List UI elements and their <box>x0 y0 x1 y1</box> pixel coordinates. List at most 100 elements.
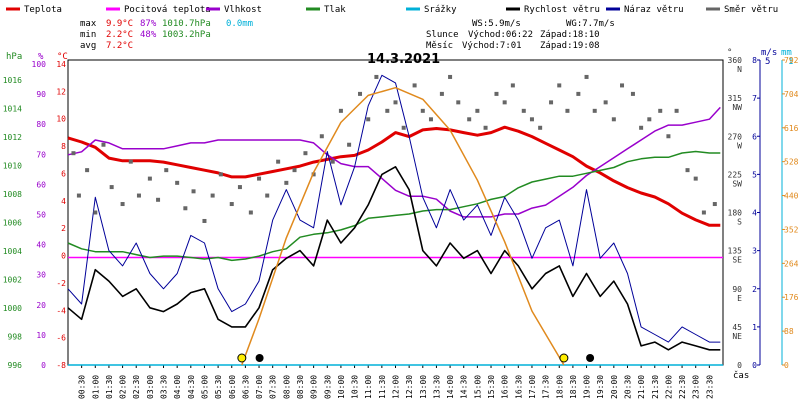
time-tick-label: 19:00 <box>583 375 592 399</box>
time-tick-label: 17:30 <box>542 375 551 399</box>
stats-block: max 9.9°C 87% 1010.7hPa 0.0mm min 2.2°C … <box>80 19 253 51</box>
direction-name-label: SE <box>732 256 742 265</box>
pct-tick-label: 50 <box>36 211 46 220</box>
wind-tick-label: 8 <box>752 56 757 65</box>
wind-direction-point <box>701 210 706 215</box>
time-tick-label: 15:30 <box>487 375 496 399</box>
direction-name-label: S <box>737 218 742 227</box>
wind-direction-point <box>191 189 196 194</box>
wind-direction-point <box>510 83 515 88</box>
time-tick-label: 14:30 <box>460 375 469 399</box>
wind-direction-point <box>592 108 597 113</box>
wind-direction-point <box>120 202 125 207</box>
wind-direction-point <box>147 176 152 181</box>
time-axis-ticks: 00:30 01:00 01:30 02:00 02:30 03:00 03:30 04:00… <box>78 365 714 399</box>
series-teplota <box>67 125 721 227</box>
time-tick-label: 11:00 <box>364 375 373 399</box>
solar-tick-label: 528 <box>784 158 799 167</box>
wind-direction-point <box>237 185 242 190</box>
sun-rise: Východ:06:22 <box>468 30 533 40</box>
wind-direction-point <box>76 193 81 198</box>
wind-direction-point <box>292 168 297 173</box>
temp-tick-label: 4 <box>61 197 66 206</box>
legend-label: Tlak <box>324 5 346 15</box>
wind-direction-point <box>666 134 671 139</box>
time-tick-label: 22:30 <box>678 375 687 399</box>
moonrise-marker <box>255 354 264 362</box>
legend-item-pocitova-teplota: Pocitová teplota <box>106 5 211 15</box>
hpa-tick-label: 1016 <box>3 76 22 85</box>
axis-unit-mm: mm <box>781 48 792 58</box>
wind-direction-point <box>693 176 698 181</box>
direction-name-label: E <box>737 294 742 303</box>
wind-direction-point <box>658 108 663 113</box>
legend-label: Vlhkost <box>224 5 262 15</box>
wind-direction-point <box>475 108 480 113</box>
time-tick-label: 18:30 <box>569 375 578 399</box>
time-tick-label: 03:30 <box>160 375 169 399</box>
pct-tick-label: 80 <box>36 120 46 129</box>
hpa-tick-label: 1012 <box>3 133 22 142</box>
moonset-marker <box>586 354 595 362</box>
direction-deg-label: 135 <box>728 247 743 256</box>
wind-direction-point <box>412 83 417 88</box>
time-tick-label: 07:00 <box>255 375 264 399</box>
axis-unit-pct: % <box>38 52 44 62</box>
stats-avg-temp: 7.2°C <box>106 41 133 51</box>
solar-tick-label: 176 <box>784 293 799 302</box>
wind-direction-point <box>448 74 453 79</box>
series-tlak <box>67 150 721 262</box>
right-axis-ticks: 360N315NW270W225SW180S135SE90E45NE087654… <box>728 56 799 370</box>
time-tick-label: 08:30 <box>296 375 305 399</box>
wind-direction-point <box>439 91 444 96</box>
sunset-marker <box>559 353 569 363</box>
wind-tick-label: 5 <box>752 170 757 179</box>
legend-item-smer-vetru: Směr větru <box>706 5 778 15</box>
hpa-tick-label: 1006 <box>3 219 22 228</box>
wind-direction-point <box>620 83 625 88</box>
direction-deg-label: 315 <box>728 94 743 103</box>
solar-tick-label: 704 <box>784 90 799 99</box>
stats-max-temp: 9.9°C <box>106 19 133 29</box>
legend-label: Rychlost větru <box>524 5 600 15</box>
time-tick-label: 02:30 <box>132 375 141 399</box>
legend-item-tlak: Tlak <box>306 5 346 15</box>
wind-direction-point <box>319 134 324 139</box>
hpa-tick-label: 1008 <box>3 190 22 199</box>
hpa-tick-label: 996 <box>8 361 23 370</box>
time-tick-label: 06:30 <box>241 375 250 399</box>
wind-direction-point <box>685 168 690 173</box>
moon-set: Západ:19:08 <box>540 41 600 51</box>
time-tick-label: 09:30 <box>323 375 332 399</box>
sun-label: Slunce <box>426 30 459 40</box>
wind-direction-point <box>358 91 363 96</box>
direction-name-label: NW <box>732 103 742 112</box>
legend-label: Srážky <box>424 5 457 15</box>
solar-tick-label: 88 <box>784 327 794 336</box>
legend-item-teplota: Teplota <box>6 5 62 15</box>
time-tick-label: 22:00 <box>664 375 673 399</box>
pct-tick-label: 0 <box>41 361 46 370</box>
wind-direction-point <box>647 117 652 122</box>
wind-direction-point <box>284 180 289 185</box>
pct-tick-label: 20 <box>36 301 46 310</box>
wind-tick-label: 6 <box>752 132 757 141</box>
stats-max-rain: 0.0mm <box>226 19 253 29</box>
wind-direction-point <box>521 108 526 113</box>
legend-label: Náraz větru <box>624 5 684 15</box>
stats-max-pressure: 1010.7hPa <box>162 19 211 29</box>
wind-direction-point <box>576 91 581 96</box>
temp-tick-label: 12 <box>56 87 66 96</box>
temp-tick-label: 14 <box>56 60 66 69</box>
temp-tick-label: -4 <box>56 306 66 315</box>
sun-moon-markers <box>237 353 595 363</box>
time-axis-label: čas <box>733 370 749 381</box>
time-tick-label: 23:30 <box>705 375 714 399</box>
wind-direction-point <box>374 74 379 79</box>
axis-ms-top: 5 <box>765 57 770 67</box>
stats-min-pressure: 1003.2hPa <box>162 30 211 40</box>
time-tick-label: 10:30 <box>351 375 360 399</box>
solar-tick-label: 352 <box>784 225 799 234</box>
temp-tick-label: 10 <box>56 115 66 124</box>
wind-tick-label: 3 <box>752 247 757 256</box>
